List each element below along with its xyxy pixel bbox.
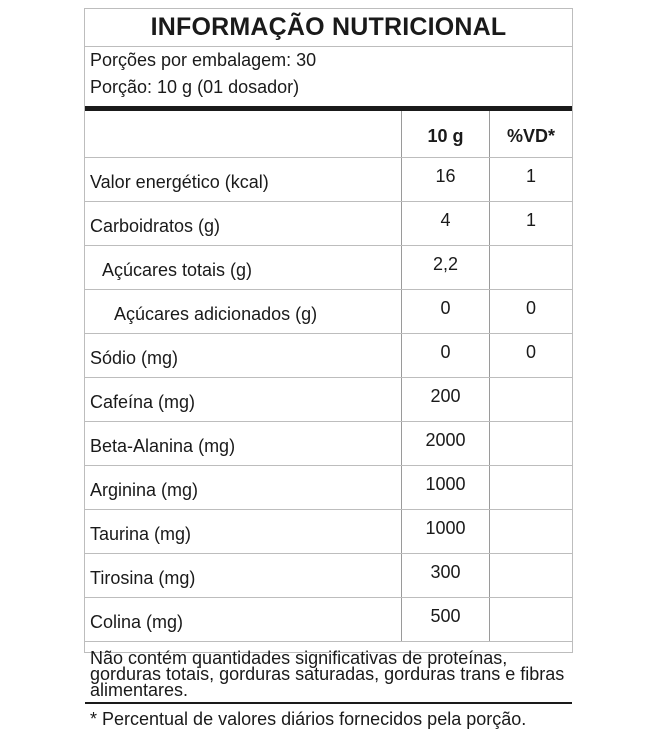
table-row: Açúcares totais (g) 2,2 (85, 245, 572, 290)
label-title: INFORMAÇÃO NUTRICIONAL (85, 9, 572, 47)
nutrient-name: Beta-Alanina (mg) (85, 421, 402, 466)
nutrient-amount: 500 (401, 597, 490, 642)
nutrient-amount: 200 (401, 377, 490, 422)
serving-size: Porção: 10 g (01 dosador) (90, 77, 300, 97)
nutrient-name: Valor energético (kcal) (85, 157, 402, 202)
nutrition-table: 10 g %VD* Valor energético (kcal) 16 1 Carb… (85, 111, 572, 642)
nutrient-name: Carboidratos (g) (85, 201, 402, 246)
nutrient-amount: 1000 (401, 465, 490, 510)
nutrient-amount: 300 (401, 553, 490, 598)
nutrient-name: Colina (mg) (85, 597, 402, 642)
nutrient-amount: 2,2 (401, 245, 490, 290)
table-row: Beta-Alanina (mg) 2000 (85, 421, 572, 466)
table-row: Arginina (mg) 1000 (85, 465, 572, 510)
table-row: Açúcares adicionados (g) 0 0 (85, 289, 572, 334)
nutrient-dv (489, 509, 572, 554)
nutrient-dv (489, 597, 572, 642)
nutrient-amount: 4 (401, 201, 490, 246)
nutrient-name: Sódio (mg) (85, 333, 402, 378)
dv-footnote: * Percentual de valores diários fornecid… (90, 709, 527, 729)
table-row: Sódio (mg) 0 0 (85, 333, 572, 378)
nutrient-amount: 0 (401, 289, 490, 334)
nutrient-name: Cafeína (mg) (85, 377, 402, 422)
table-row: Carboidratos (g) 4 1 (85, 201, 572, 246)
table-row: Tirosina (mg) 300 (85, 553, 572, 598)
header-name (85, 111, 402, 158)
nutrient-name: Arginina (mg) (85, 465, 402, 510)
nutrient-dv (489, 465, 572, 510)
nutrient-amount: 2000 (401, 421, 490, 466)
servings-per-package: Porções por embalagem: 30 (90, 50, 317, 70)
header-dv: %VD* (489, 111, 572, 158)
table-row: Taurina (mg) 1000 (85, 509, 572, 554)
nutrient-dv (489, 245, 572, 290)
nutrient-amount: 1000 (401, 509, 490, 554)
nutrient-amount: 16 (401, 157, 490, 202)
table-row: Valor energético (kcal) 16 1 (85, 157, 572, 202)
nutrient-dv: 0 (489, 333, 572, 378)
nutrient-dv (489, 553, 572, 598)
nutrient-dv: 1 (489, 201, 572, 246)
nutrient-dv: 0 (489, 289, 572, 334)
table-row: Cafeína (mg) 200 (85, 377, 572, 422)
nutrient-dv (489, 377, 572, 422)
nutrient-name: Açúcares totais (g) (85, 245, 402, 290)
nutrient-dv (489, 421, 572, 466)
nutrient-name: Taurina (mg) (85, 509, 402, 554)
nutrient-dv: 1 (489, 157, 572, 202)
header-amount: 10 g (401, 111, 490, 158)
not-significant-note: Não contém quantidades significativas de… (85, 642, 572, 704)
nutrient-amount: 0 (401, 333, 490, 378)
table-row: Colina (mg) 500 (85, 597, 572, 642)
table-header-row: 10 g %VD* (85, 111, 572, 158)
thick-divider (85, 106, 572, 111)
nutrient-name: Tirosina (mg) (85, 553, 402, 598)
nutrient-name: Açúcares adicionados (g) (85, 289, 402, 334)
nutrition-facts-label: INFORMAÇÃO NUTRICIONAL Porções por embal… (84, 8, 573, 729)
